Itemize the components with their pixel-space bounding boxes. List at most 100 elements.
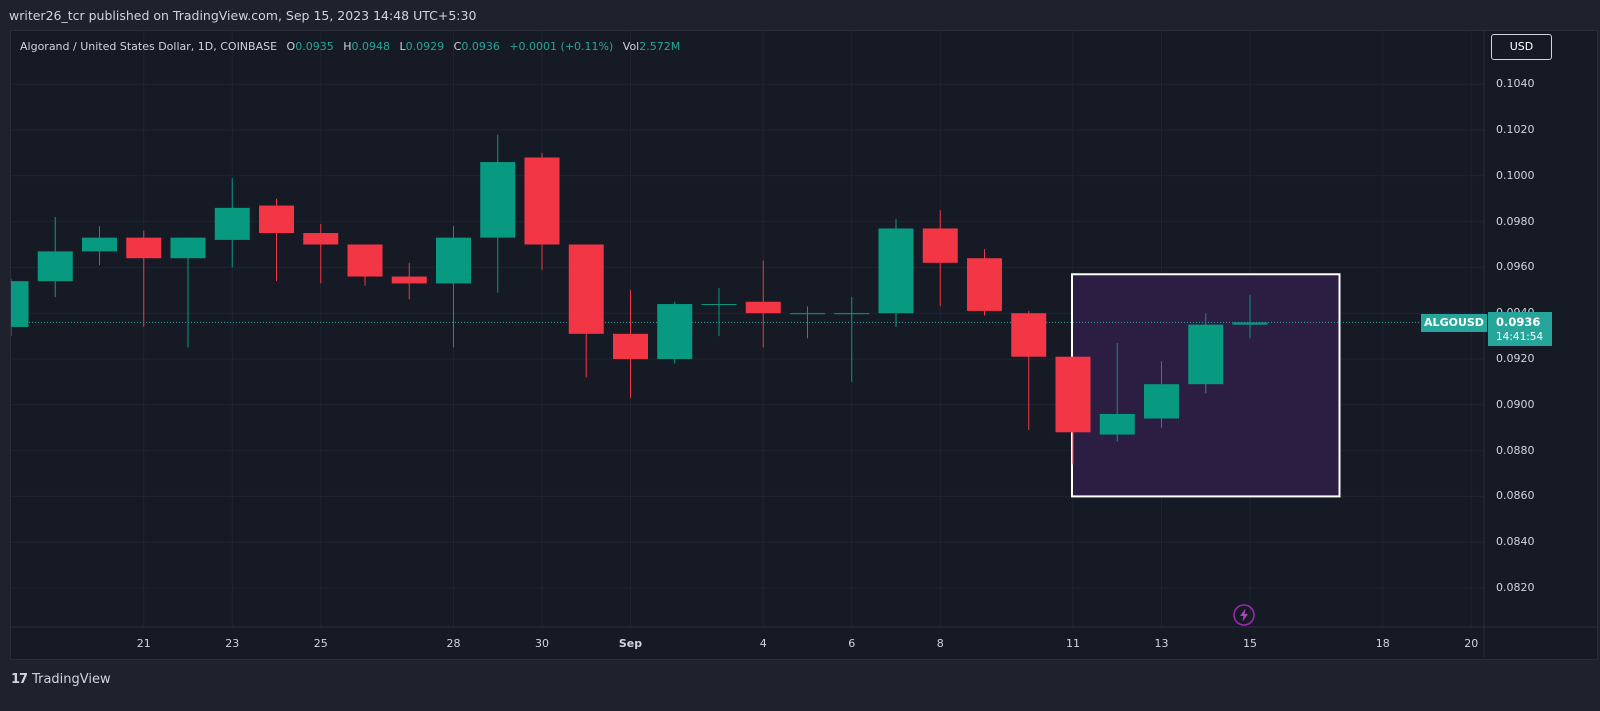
candle [1188,313,1224,394]
tradingview-logo[interactable]: 17 TradingView [11,670,111,688]
price-tick-label: 0.0840 [1496,535,1535,549]
candle [1232,294,1268,339]
footer [0,661,1600,711]
candle [701,288,737,337]
legend-close-label: C [453,40,462,53]
candle-body [1144,384,1179,419]
legend-close: 0.0936 [461,40,500,53]
time-tick-label: 15 [1243,637,1257,650]
top-bar: writer26_tcr published on TradingView.co… [0,0,1600,30]
candle-body [568,244,604,334]
candle-body [170,237,206,259]
price-tick-label: 0.0900 [1496,397,1535,411]
candle-body [701,304,737,306]
candle [126,230,162,327]
candle-body [347,244,383,277]
time-tick-label: 18 [1375,637,1390,650]
candle-body [1099,413,1135,435]
legend-symbol: Algorand / United States Dollar, 1D, COI… [20,40,278,53]
candle-body [214,207,250,240]
time-tick-label: 6 [848,637,856,650]
candle [303,223,339,284]
candle [170,237,206,348]
candle-body [922,228,958,263]
price-tick-label: 0.0920 [1496,352,1535,365]
candle [613,290,648,398]
candle [82,226,117,266]
candle-body [834,313,870,315]
time-tick-label: 13 [1154,637,1169,650]
legend-low: 0.0929 [405,40,445,53]
candle [347,244,383,286]
candle-body [391,276,427,284]
candle-body [436,237,471,284]
price-tick-label: 0.0880 [1496,443,1535,457]
price-tick-label: 0.1000 [1496,168,1535,182]
candle-body [878,228,914,314]
time-tick-label: 21 [136,637,151,650]
candle [214,178,250,268]
candle-body [524,157,560,245]
candle [524,152,560,270]
legend-vol-label: Vol [622,40,640,53]
candle-body [303,233,339,245]
price-tick-label: 0.1020 [1496,123,1535,136]
time-tick-label: Sep [618,637,643,650]
candle-body [1188,324,1224,385]
time-tick-label: 4 [759,637,767,650]
time-tick-label: 23 [225,637,240,650]
price-tick-label: 0.0860 [1496,489,1535,503]
candle [790,306,825,339]
candle-body [11,281,29,327]
price-tick-label: 0.0960 [1496,260,1535,274]
candle-body [1011,313,1047,357]
candle-body [37,251,73,282]
price-tick-label: 0.1040 [1496,77,1535,91]
candle-body [480,162,516,238]
candle [259,198,294,282]
legend-high: 0.0948 [351,40,391,53]
candle [436,226,471,348]
tradingview-logo-text: TradingView [32,671,111,687]
candle [480,134,516,293]
candle [568,244,604,378]
candle [37,217,73,298]
legend-low-label: L [399,40,406,53]
legend-high-label: H [343,40,352,53]
candle [11,278,29,337]
price-tick-label: 0.0980 [1496,214,1535,228]
currency-button[interactable]: USD [1491,34,1552,60]
symbol-legend: Algorand / United States Dollar, 1D, COI… [20,40,680,53]
candle-body [259,205,294,234]
legend-open-label: O [286,40,296,53]
publisher-info: writer26_tcr published on TradingView.co… [9,8,477,23]
candle-body [657,304,693,359]
candle [1099,342,1135,442]
candle-body [1055,356,1091,433]
candle-body [126,237,162,259]
candle-body [1232,322,1268,325]
time-tick-label: 30 [535,637,549,650]
time-tick-label: 28 [446,637,461,650]
candle [657,301,693,364]
candle [1055,356,1091,465]
symbol-price-label: ALGOUSD [1421,314,1487,332]
candle-body [82,237,117,252]
time-tick-label: 25 [313,637,328,650]
time-tick-label: 11 [1066,637,1080,650]
legend-open: 0.0935 [295,40,334,53]
candle-body [745,301,781,314]
legend-volume: 2.572M [639,40,681,53]
candle [1011,310,1047,430]
candle [878,219,914,327]
price-tick-label: 0.0820 [1496,581,1535,594]
candle [834,297,870,382]
flash-icon[interactable] [1232,603,1256,627]
candle [1144,361,1179,428]
legend-change: +0.0001 (+0.11%) [509,40,614,53]
time-tick-label: 8 [936,637,944,650]
candle [922,210,958,307]
tradingview-logo-icon: 17 [11,671,28,687]
candle-body [967,258,1002,311]
